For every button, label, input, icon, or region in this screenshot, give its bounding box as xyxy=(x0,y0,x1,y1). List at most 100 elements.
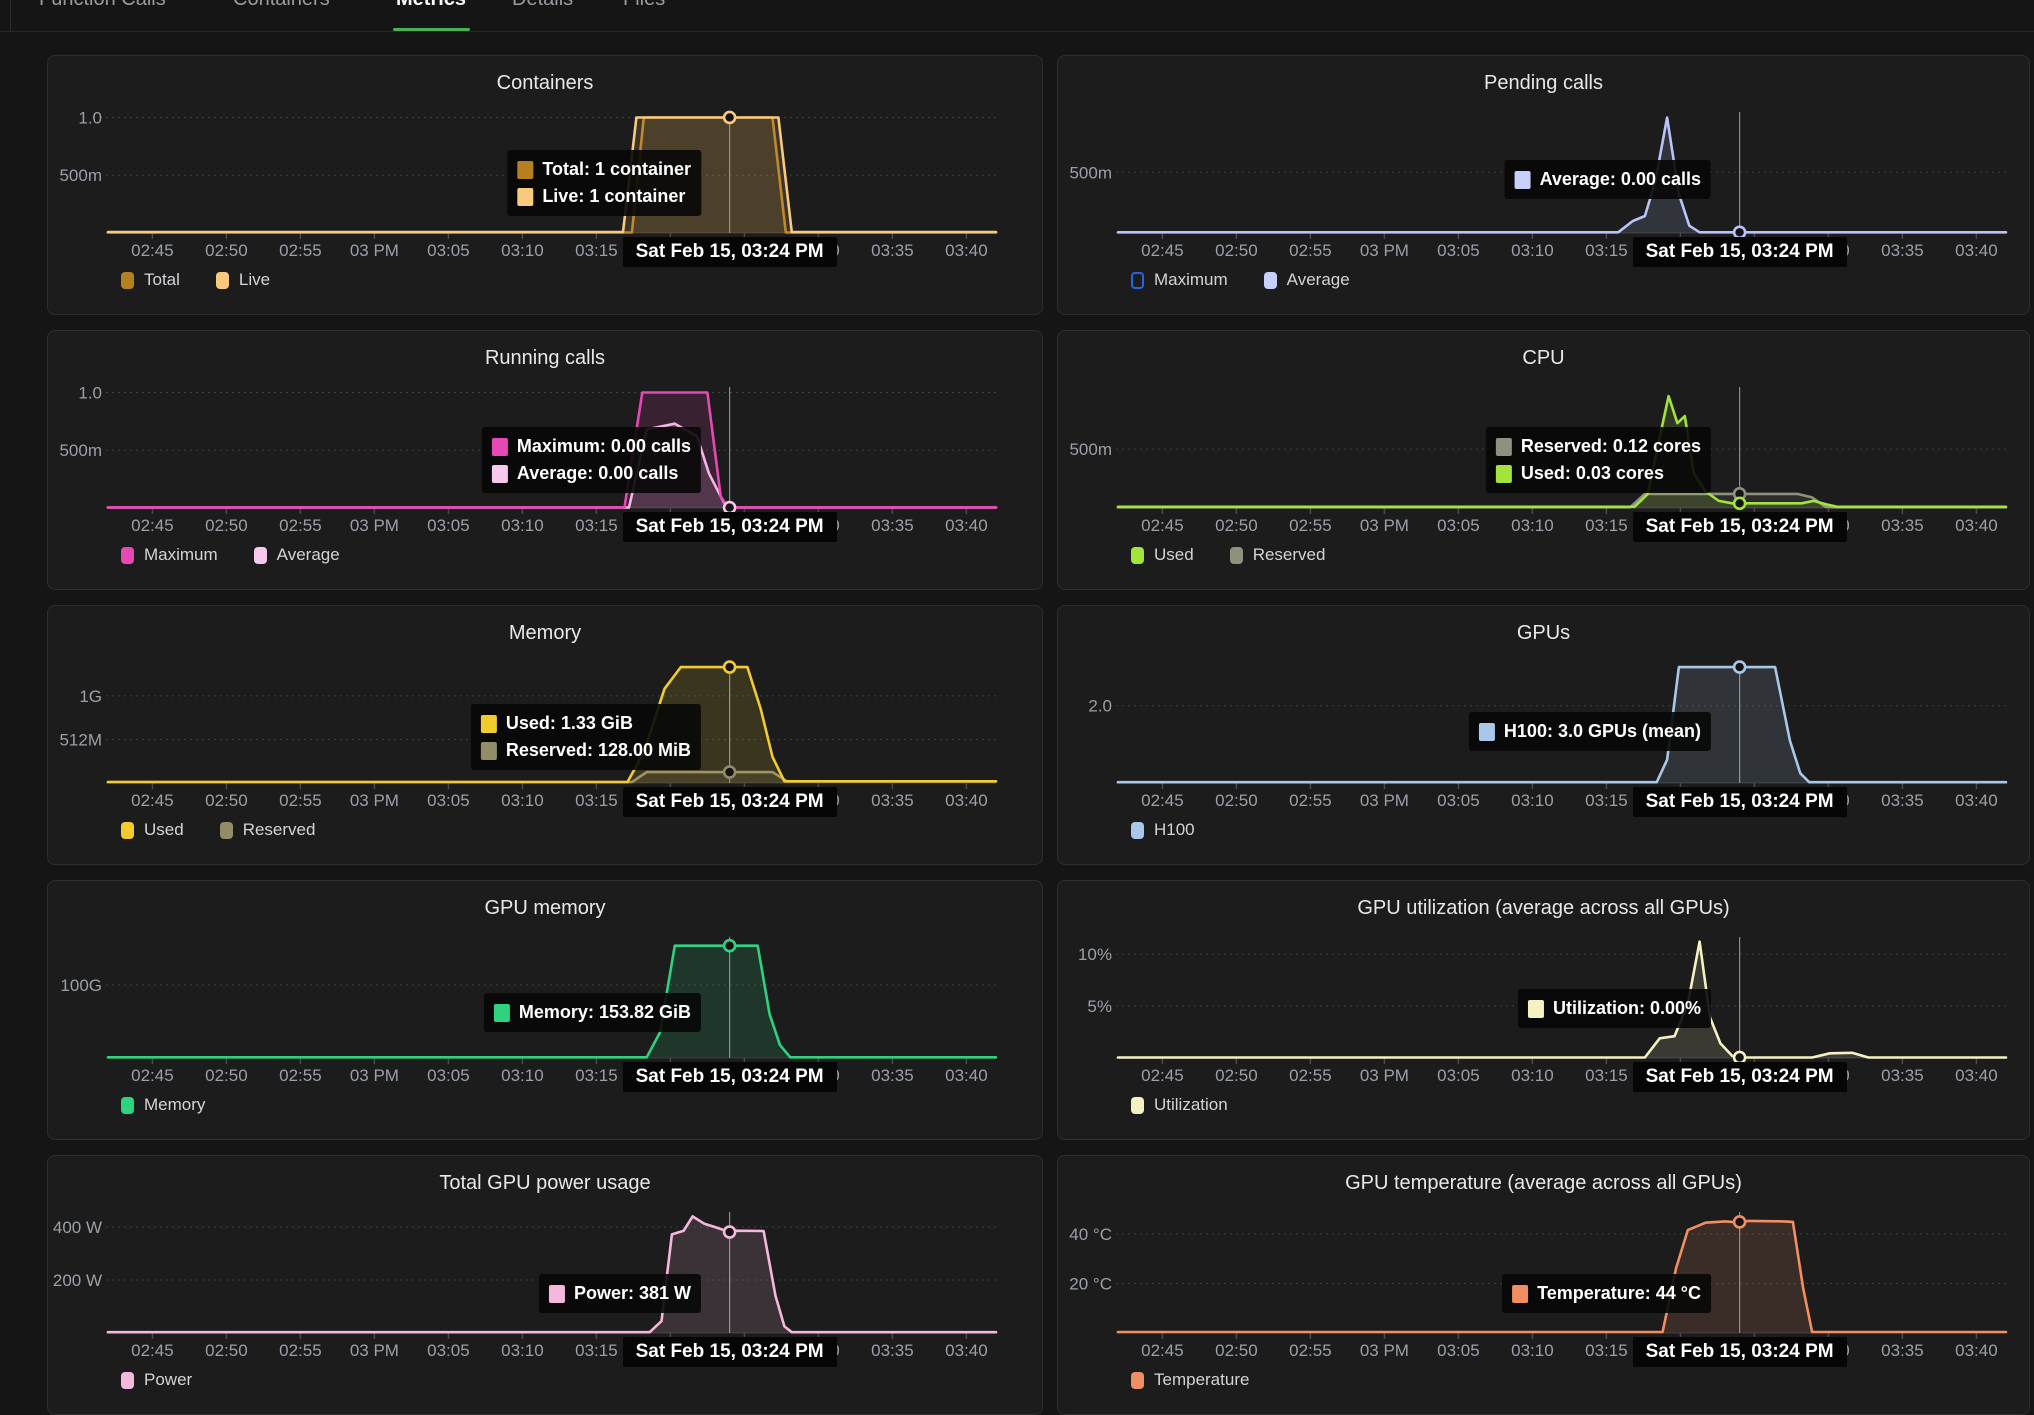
legend-swatch xyxy=(121,1371,134,1389)
x-axis-label: 02:45 xyxy=(1141,791,1184,810)
tooltip-row: Average: 0.00 calls xyxy=(491,460,691,487)
legend-swatch xyxy=(1131,546,1144,564)
x-axis-label: 03:10 xyxy=(501,1341,544,1360)
tooltip-text: Memory: 153.82 GiB xyxy=(518,1002,691,1022)
legend-item-used[interactable]: Used xyxy=(1131,545,1194,565)
y-axis-label: 500m xyxy=(1069,163,1112,182)
x-axis-label: 03:05 xyxy=(427,791,470,810)
legend-item-average[interactable]: Average xyxy=(1263,270,1350,290)
x-axis-label: 03:05 xyxy=(1437,791,1480,810)
tooltip-row: Maximum: 0.00 calls xyxy=(491,433,691,460)
legend-swatch xyxy=(121,546,134,564)
tab-metrics[interactable]: Metrics xyxy=(396,0,466,11)
x-axis-label: 02:55 xyxy=(1289,516,1332,535)
chart-plot-gpus[interactable]: 2.0 02:45 02:50 02:55 03 PM 03:05 03:10 03:15 03… xyxy=(1058,606,2034,812)
legend-swatch xyxy=(1131,1096,1144,1114)
x-axis-label: 02:45 xyxy=(1141,1341,1184,1360)
x-axis-label: 03 PM xyxy=(1360,1341,1409,1360)
legend-item-used[interactable]: Used xyxy=(121,820,184,840)
y-axis-label: 1.0 xyxy=(78,108,102,127)
x-axis-label: 03:40 xyxy=(945,1341,988,1360)
x-axis-label: 02:50 xyxy=(205,1066,248,1085)
x-axis-label: 03:35 xyxy=(1881,516,1924,535)
tooltip-row: Temperature: 44 °C xyxy=(1512,1280,1701,1307)
tooltip: H100: 3.0 GPUs (mean) xyxy=(1468,712,1711,751)
hover-marker xyxy=(722,938,737,953)
legend-item-h100[interactable]: H100 xyxy=(1131,820,1195,840)
x-axis-label: 03:05 xyxy=(427,241,470,260)
x-axis-label: 03:35 xyxy=(871,1341,914,1360)
tooltip-row: Power: 381 W xyxy=(548,1280,691,1307)
chart-plot-gpu-power[interactable]: 400 W 200 W 02:45 02:50 02:55 03 PM 03:05 03:10… xyxy=(48,1156,1044,1362)
legend-item-live[interactable]: Live xyxy=(215,270,270,290)
chart-plot-gpu-memory[interactable]: 100G 02:45 02:50 02:55 03 PM 03:05 03:10 03:15 0… xyxy=(48,881,1044,1087)
hover-marker xyxy=(722,1225,737,1239)
x-axis-label: 03:40 xyxy=(1955,241,1998,260)
chart-card-gpu-memory: GPU memory 100G 02:45 02:50 02:55 03 PM 03:05 0… xyxy=(47,880,1043,1140)
y-axis-label: 500m xyxy=(1069,440,1112,459)
legend-label: Maximum xyxy=(1154,270,1228,289)
legend-item-reserved[interactable]: Reserved xyxy=(219,820,315,840)
hover-marker xyxy=(722,765,737,779)
series-line-memory xyxy=(106,944,998,1059)
chart-card-pending-calls: Pending calls 500m 02:45 02:50 02:55 03 PM 03:… xyxy=(1057,55,2030,315)
legend-swatch xyxy=(1263,271,1277,289)
x-axis-label: 03:10 xyxy=(501,241,544,260)
tooltip-text: Live: 1 container xyxy=(542,186,686,206)
date-tooltip: Sat Feb 15, 03:24 PM xyxy=(622,237,837,267)
legend-label: Utilization xyxy=(1154,1095,1228,1114)
legend-item-power[interactable]: Power xyxy=(121,1370,192,1390)
date-tooltip: Sat Feb 15, 03:24 PM xyxy=(622,512,837,542)
x-axis-label: 03:10 xyxy=(501,516,544,535)
y-axis-label: 1.0 xyxy=(78,383,102,402)
series-line-h100 xyxy=(1116,665,2008,784)
tooltip-row: Used: 1.33 GiB xyxy=(480,710,691,737)
x-axis-label: 02:45 xyxy=(1141,1066,1184,1085)
series-area-temperature xyxy=(1118,1220,2006,1333)
tooltip: Power: 381 W xyxy=(538,1274,701,1313)
tab-files[interactable]: Files xyxy=(623,0,665,11)
tooltip-text: Average: 0.00 calls xyxy=(516,463,679,483)
legend-item-maximum[interactable]: Maximum xyxy=(121,545,218,565)
legend-swatch xyxy=(1131,1371,1144,1389)
chart-plot-pending-calls[interactable]: 500m 02:45 02:50 02:55 03 PM 03:05 03:10 03:15 0… xyxy=(1058,56,2034,262)
legend-label: Maximum xyxy=(144,545,218,564)
legend-item-utilization[interactable]: Utilization xyxy=(1131,1095,1228,1115)
tooltip-row: Reserved: 0.12 cores xyxy=(1495,433,1701,460)
x-axis-label: 03:15 xyxy=(575,1341,618,1360)
x-axis-label: 03:40 xyxy=(945,241,988,260)
tab-details[interactable]: Details xyxy=(512,0,573,11)
tooltip-swatch xyxy=(517,187,534,206)
tooltip-text: Total: 1 container xyxy=(542,159,691,179)
x-axis-label: 03:15 xyxy=(1585,241,1628,260)
tooltip-text: Reserved: 0.12 cores xyxy=(1520,436,1701,456)
chart-title: Running calls xyxy=(484,347,606,369)
legend-item-maximum[interactable]: Maximum xyxy=(1131,270,1228,290)
legend-label: Memory xyxy=(144,1095,206,1114)
chart-plot-gpu-temperature[interactable]: 40 °C 20 °C 02:45 02:50 02:55 03 PM 03:05 03:10… xyxy=(1058,1156,2034,1362)
y-axis-label: 100G xyxy=(60,976,102,995)
tooltip-text: Maximum: 0.00 calls xyxy=(516,436,691,456)
y-axis-label: 1G xyxy=(79,687,102,706)
chart-title: GPUs xyxy=(1516,622,1571,644)
tooltip-swatch xyxy=(1514,170,1531,189)
x-axis-label: 03 PM xyxy=(1360,241,1409,260)
x-axis-label: 02:55 xyxy=(1289,241,1332,260)
tab-function-calls[interactable]: Function Calls xyxy=(39,0,166,11)
tab-containers[interactable]: Containers xyxy=(233,0,330,11)
legend-label: Temperature xyxy=(1154,1370,1250,1389)
x-axis-label: 03:35 xyxy=(1881,1066,1924,1085)
legend-item-reserved[interactable]: Reserved xyxy=(1229,545,1325,565)
legend-item-total[interactable]: Total xyxy=(121,270,180,290)
x-axis-label: 02:50 xyxy=(1215,516,1258,535)
legend-item-average[interactable]: Average xyxy=(253,545,340,565)
x-axis-label: 03:05 xyxy=(427,1066,470,1085)
y-axis-label: 400 W xyxy=(53,1218,102,1237)
x-axis-label: 03:40 xyxy=(945,791,988,810)
x-axis-label: 03:15 xyxy=(1585,516,1628,535)
legend-item-temperature[interactable]: Temperature xyxy=(1131,1370,1249,1390)
chart-plot-gpu-utilization[interactable]: 10% 5% 02:45 02:50 02:55 03 PM 03:05 03:10 03:15… xyxy=(1058,881,2034,1087)
legend: Total Live xyxy=(121,270,270,290)
chart-title: CPU xyxy=(1522,347,1565,369)
legend-item-memory[interactable]: Memory xyxy=(121,1095,205,1115)
